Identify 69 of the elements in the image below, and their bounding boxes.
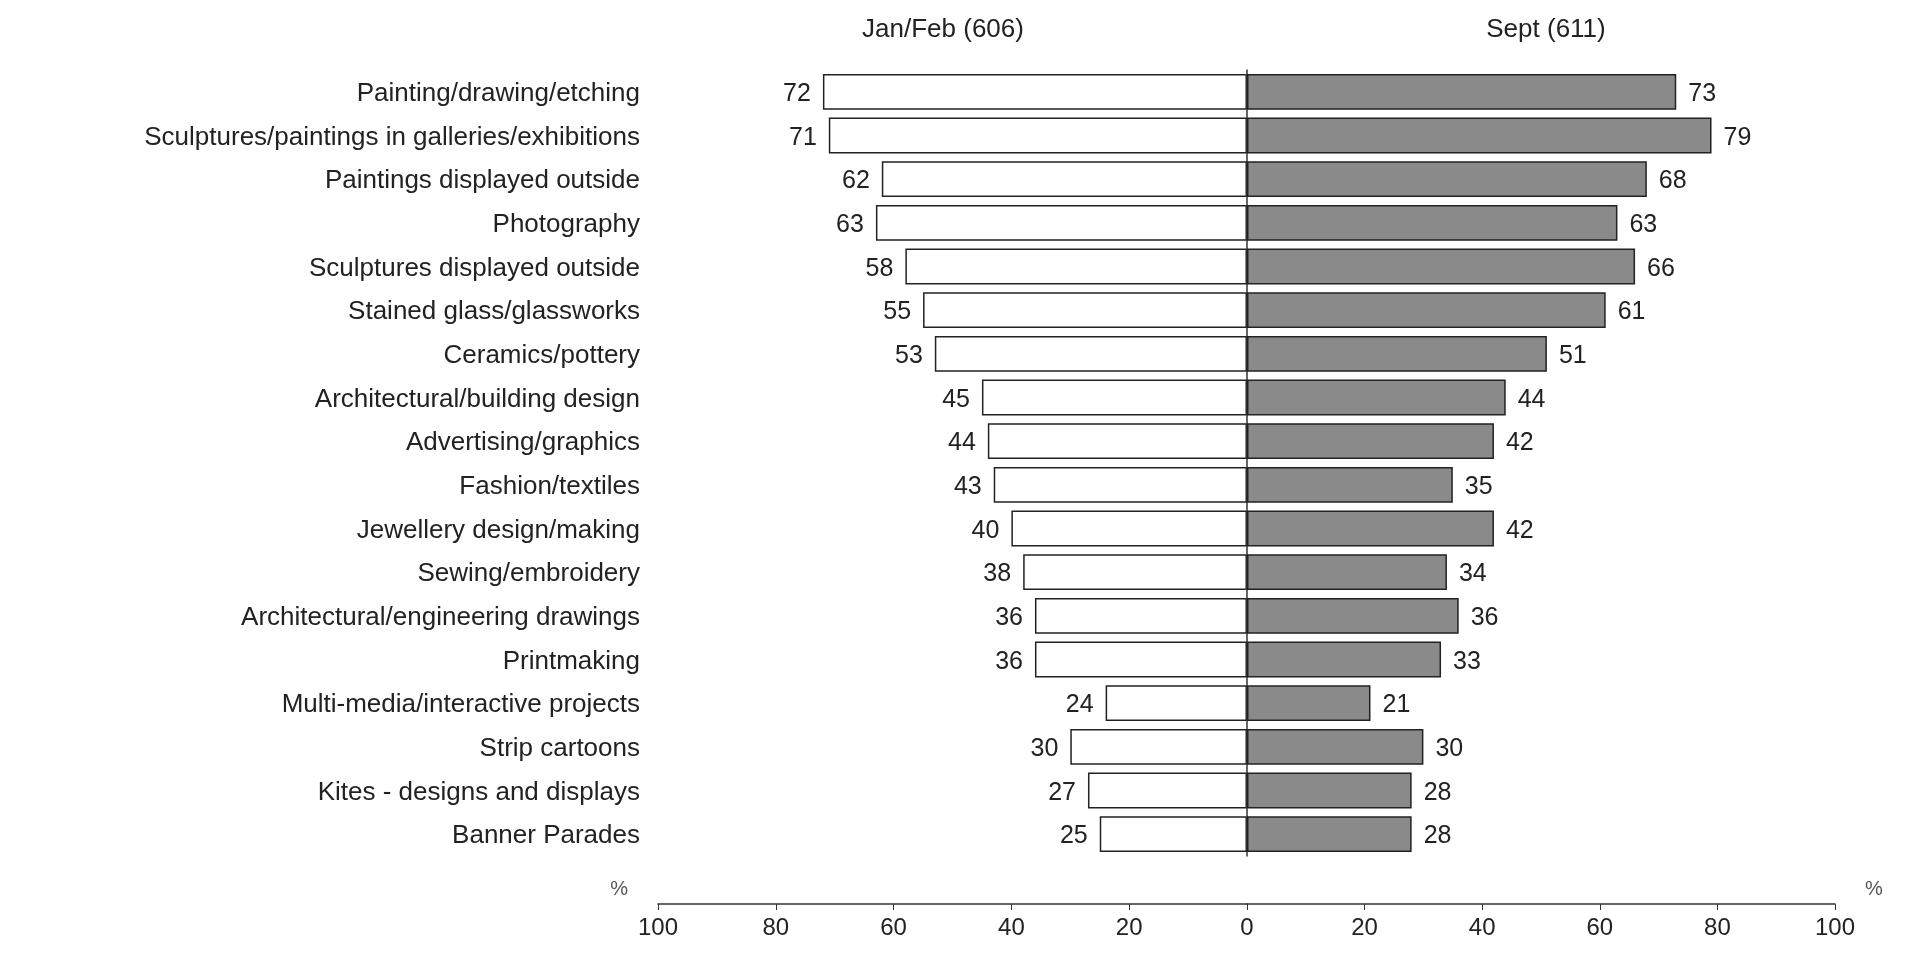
data-label: 79 bbox=[1723, 121, 1752, 150]
data-label: 27 bbox=[1048, 776, 1076, 805]
data-label: 28 bbox=[1423, 776, 1452, 805]
y-tick-label: Sculptures/paintings in galleries/exhibitions bbox=[144, 120, 640, 151]
data-label: 61 bbox=[1617, 296, 1646, 325]
data-label: 38 bbox=[983, 558, 1012, 587]
y-tick-label: Sculptures displayed outside bbox=[309, 251, 640, 282]
data-label: 40 bbox=[971, 514, 1000, 543]
data-label: 58 bbox=[865, 252, 894, 281]
data-label: 68 bbox=[1658, 165, 1687, 194]
x-tick-label: 0 bbox=[1240, 912, 1254, 940]
data-label: 72 bbox=[783, 77, 811, 106]
x-tick-label: 80 bbox=[1704, 912, 1731, 940]
data-label: 71 bbox=[789, 121, 817, 150]
data-label: 35 bbox=[1464, 470, 1493, 499]
y-tick-label: Stained glass/glassworks bbox=[348, 295, 640, 326]
data-label: 66 bbox=[1647, 252, 1675, 281]
data-label: 53 bbox=[895, 339, 923, 368]
data-label: 36 bbox=[1470, 601, 1499, 630]
data-label: 34 bbox=[1458, 558, 1487, 587]
y-tick-label: Painting/drawing/etching bbox=[356, 76, 640, 107]
y-tick-label: Photography bbox=[492, 207, 640, 238]
x-tick-label: 60 bbox=[1586, 912, 1614, 940]
y-tick-label: Advertising/graphics bbox=[405, 426, 640, 457]
data-label: 30 bbox=[1030, 732, 1059, 761]
x-tick-label: 80 bbox=[762, 912, 790, 940]
y-tick-label: Architectural/engineering drawings bbox=[241, 600, 640, 631]
y-tick-label: Banner Parades bbox=[452, 819, 640, 850]
data-label: 45 bbox=[942, 383, 970, 412]
data-label: 21 bbox=[1382, 689, 1411, 718]
x-tick-label: 40 bbox=[998, 912, 1025, 940]
data-label: 73 bbox=[1688, 77, 1717, 106]
y-tick-label: Printmaking bbox=[502, 644, 640, 675]
y-tick-label: Paintings displayed outside bbox=[324, 164, 640, 195]
y-tick-label: Multi-media/interactive projects bbox=[281, 688, 640, 719]
data-label: 42 bbox=[1505, 427, 1534, 456]
y-tick-label: Architectural/building design bbox=[314, 382, 640, 413]
chart-title: Jan/Feb (606) bbox=[862, 13, 1024, 43]
x-axis-title: % bbox=[610, 877, 629, 899]
data-label: 33 bbox=[1453, 645, 1481, 674]
x-tick-label: 20 bbox=[1351, 912, 1378, 940]
chart-title: Sept (611) bbox=[1486, 13, 1606, 43]
data-label: 63 bbox=[836, 208, 864, 237]
data-label: 42 bbox=[1505, 514, 1534, 543]
data-label: 62 bbox=[842, 165, 870, 194]
y-tick-label: Fashion/textiles bbox=[459, 469, 640, 500]
data-label: 44 bbox=[1517, 383, 1546, 412]
data-label: 55 bbox=[883, 296, 912, 325]
y-tick-label: Jewellery design/making bbox=[356, 513, 640, 544]
x-tick-label: 20 bbox=[1115, 912, 1143, 940]
data-label: 24 bbox=[1065, 689, 1094, 718]
data-label: 63 bbox=[1629, 208, 1658, 237]
data-label: 36 bbox=[995, 601, 1023, 630]
x-tick-label: 100 bbox=[1814, 912, 1856, 940]
x-axis-title: % bbox=[1865, 877, 1883, 899]
data-label: 30 bbox=[1435, 732, 1464, 761]
data-label: 43 bbox=[953, 470, 982, 499]
data-label: 25 bbox=[1059, 820, 1088, 849]
y-tick-label: Ceramics/pottery bbox=[443, 338, 640, 369]
x-tick-label: 40 bbox=[1468, 912, 1496, 940]
x-tick-label: 60 bbox=[880, 912, 907, 940]
y-tick-label: Strip cartoons bbox=[479, 731, 640, 762]
data-label: 36 bbox=[995, 645, 1023, 674]
x-tick-label: 100 bbox=[637, 912, 679, 940]
data-label: 44 bbox=[948, 427, 976, 456]
data-label: 51 bbox=[1558, 339, 1587, 368]
y-tick-label: Kites - designs and displays bbox=[317, 775, 640, 806]
data-label: 28 bbox=[1423, 820, 1452, 849]
y-tick-label: Sewing/embroidery bbox=[417, 557, 640, 588]
